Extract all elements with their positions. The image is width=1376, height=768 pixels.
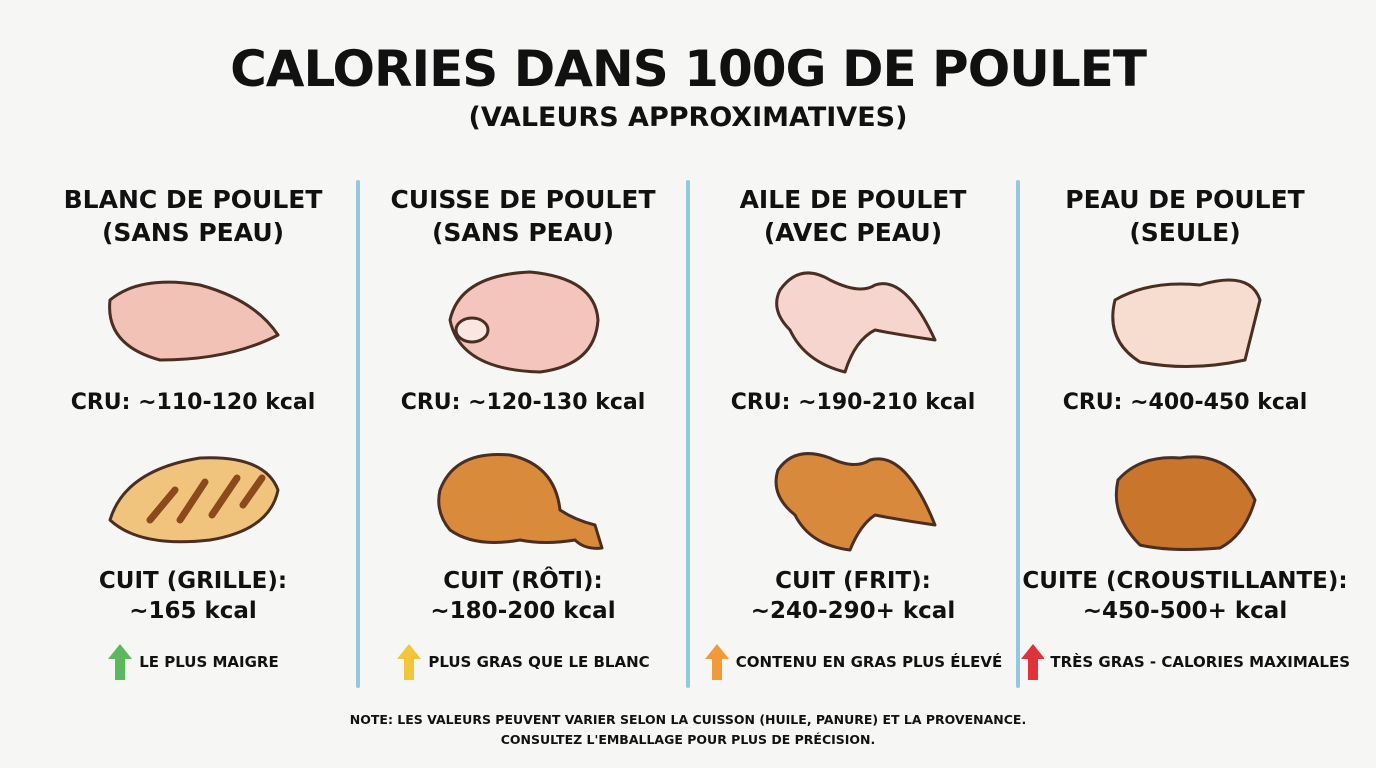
column-title: (SANS PEAU) (101, 218, 285, 247)
badge: LE PLUS MAIGRE (28, 643, 358, 681)
cooked-calories: CUITE (CROUSTILLANTE): (1022, 568, 1348, 594)
thigh-bone (454, 316, 490, 344)
subtitle: (VALEURS APPROXIMATIVES) (468, 102, 908, 133)
note: NOTE: LES VALEURS PEUVENT VARIER SELON L… (349, 712, 1027, 727)
arrow-icon (108, 644, 133, 680)
column-title: BLANC DE POULET (63, 185, 323, 214)
raw-thigh (448, 270, 600, 374)
raw-calories: CRU: ~120-130 kcal (400, 390, 646, 415)
cooked-calories: ~450-500+ kcal (1082, 598, 1288, 624)
crispy-skin (1114, 455, 1257, 551)
badge: TRÈS GRAS - CALORIES MAXIMALES (1020, 643, 1350, 681)
raw-calories: CRU: ~110-120 kcal (70, 390, 316, 415)
raw-wing (775, 271, 937, 374)
badge-text: TRÈS GRAS - CALORIES MAXIMALES (1050, 653, 1350, 671)
column-title: (AVEC PEAU) (763, 218, 943, 247)
raw-calories: CRU: ~190-210 kcal (730, 390, 976, 415)
grill-marks (146, 474, 266, 524)
cooked-calories: ~240-290+ kcal (750, 598, 956, 624)
column-title: (SEULE) (1129, 218, 1241, 247)
fried-wing (774, 452, 937, 552)
arrow-icon (704, 644, 729, 680)
raw-skin (1111, 278, 1262, 369)
badge-text: CONTENU EN GRAS PLUS ÉLEVÉ (735, 653, 1003, 671)
raw-breast (108, 280, 280, 362)
dividers (356, 180, 1020, 688)
badge: CONTENU EN GRAS PLUS ÉLEVÉ (688, 643, 1018, 681)
column-title: (SANS PEAU) (431, 218, 615, 247)
cooked-calories: CUIT (FRIT): (775, 568, 931, 594)
cooked-calories: ~165 kcal (129, 598, 257, 624)
note: CONSULTEZ L'EMBALLAGE POUR PLUS DE PRÉCI… (500, 732, 876, 747)
cooked-calories: CUIT (GRILLE): (98, 568, 288, 594)
cooked-calories: ~180-200 kcal (430, 598, 616, 624)
cooked-calories: CUIT (RÔTI): (443, 568, 603, 594)
arrow-icon (1021, 644, 1045, 680)
roast-drumstick (437, 452, 604, 550)
column-title: AILE DE POULET (739, 185, 967, 214)
title: CALORIES DANS 100G DE POULET (230, 40, 1147, 98)
badge-text: PLUS GRAS QUE LE BLANC (428, 653, 650, 671)
column-title: CUISSE DE POULET (390, 185, 656, 214)
column-title: PEAU DE POULET (1065, 185, 1305, 214)
badge: PLUS GRAS QUE LE BLANC (358, 643, 688, 681)
badge-text: LE PLUS MAIGRE (139, 653, 279, 671)
raw-calories: CRU: ~400-450 kcal (1062, 390, 1308, 415)
arrow-icon (397, 644, 422, 680)
